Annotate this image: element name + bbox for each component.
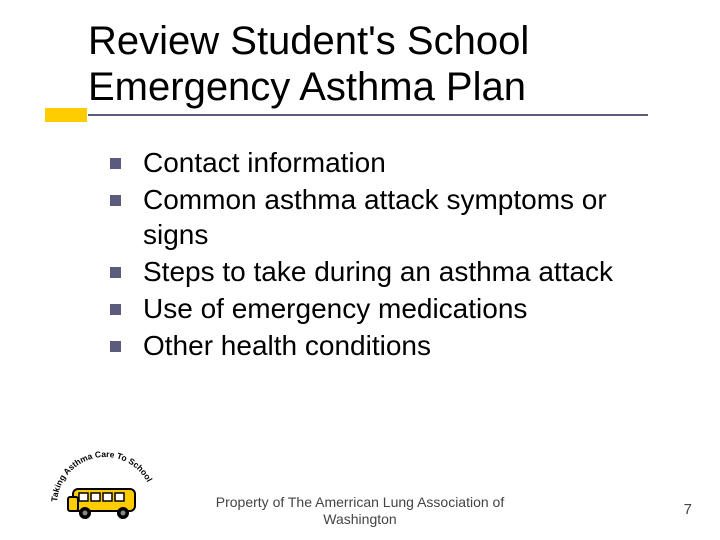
bullet-icon [110, 304, 121, 315]
title-line-2: Emergency Asthma Plan [88, 64, 668, 110]
list-item: Common asthma attack symptoms or signs [110, 182, 670, 252]
title-accent-bar [45, 108, 87, 122]
list-item: Contact information [110, 145, 670, 180]
footer-line-2: Washington [323, 511, 396, 527]
bullet-text: Steps to take during an asthma attack [143, 254, 613, 289]
slide-title: Review Student's School Emergency Asthma… [88, 18, 668, 110]
slide: Review Student's School Emergency Asthma… [0, 0, 720, 540]
bullet-text: Use of emergency medications [143, 291, 527, 326]
list-item: Use of emergency medications [110, 291, 670, 326]
list-item: Steps to take during an asthma attack [110, 254, 670, 289]
title-underline [88, 114, 648, 116]
footer-line-1: Property of The Amerrican Lung Associati… [216, 494, 504, 510]
bullet-icon [110, 195, 121, 206]
bullet-text: Common asthma attack symptoms or signs [143, 182, 670, 252]
bullet-icon [110, 267, 121, 278]
footer-attribution: Property of The Amerrican Lung Associati… [0, 494, 720, 528]
bullet-icon [110, 158, 121, 169]
title-line-1: Review Student's School [88, 18, 668, 64]
bullet-text: Other health conditions [143, 328, 431, 363]
bullet-list: Contact information Common asthma attack… [110, 145, 670, 365]
list-item: Other health conditions [110, 328, 670, 363]
page-number: 7 [684, 501, 692, 518]
bullet-icon [110, 341, 121, 352]
bullet-text: Contact information [143, 145, 386, 180]
